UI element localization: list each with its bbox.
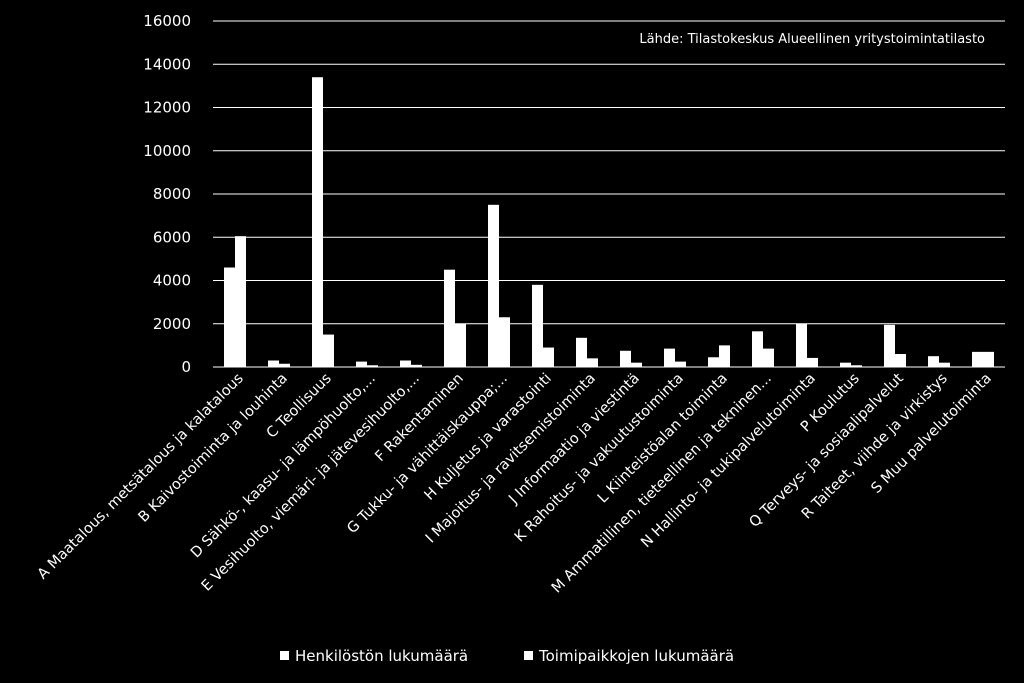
legend-label: Toimipaikkojen lukumäärä: [538, 647, 734, 665]
bar-henkilosto: [620, 350, 631, 367]
gridlines: [213, 20, 1005, 325]
legend-label: Henkilöstön lukumäärä: [295, 647, 468, 665]
bar-toimipaikat: [323, 334, 334, 367]
bar-henkilosto: [840, 362, 851, 367]
bar-toimipaikat: [807, 357, 818, 367]
bar-henkilosto: [708, 357, 719, 367]
bar-toimipaikat: [543, 347, 554, 367]
bar-toimipaikat: [235, 236, 246, 367]
bar-toimipaikat: [939, 362, 950, 367]
y-tick-label: 0: [181, 358, 191, 376]
bar-toimipaikat: [851, 365, 862, 367]
bar-henkilosto: [312, 77, 323, 367]
bar-toimipaikat: [895, 354, 906, 367]
bar-toimipaikat: [675, 361, 686, 367]
y-tick-label: 12000: [143, 99, 191, 117]
bar-henkilosto: [884, 324, 895, 367]
bar-toimipaikat: [983, 351, 994, 367]
bar-toimipaikat: [367, 365, 378, 367]
bar-henkilosto: [488, 204, 499, 367]
x-category-label: A Maatalous, metsätalous ja kalatalous: [35, 371, 247, 583]
bars: [224, 77, 994, 367]
bar-toimipaikat: [587, 358, 598, 367]
bar-henkilosto: [664, 348, 675, 367]
bar-toimipaikat: [455, 323, 466, 367]
bar-toimipaikat: [763, 348, 774, 367]
y-tick-label: 16000: [143, 12, 191, 30]
bar-toimipaikat: [499, 317, 510, 367]
source-annotation: Lähde: Tilastokeskus Alueellinen yrityst…: [639, 32, 985, 47]
bar-toimipaikat: [411, 364, 422, 367]
legend-swatch: [280, 651, 289, 660]
bar-henkilosto: [576, 337, 587, 367]
x-axis-category-labels: A Maatalous, metsätalous ja kalatalousB …: [35, 370, 995, 596]
y-tick-label: 6000: [153, 228, 191, 246]
bar-henkilosto: [356, 361, 367, 367]
x-category-label: G Tukku- ja vähittäiskauppa;...: [344, 371, 510, 537]
bar-toimipaikat: [719, 345, 730, 367]
bar-henkilosto: [444, 269, 455, 367]
y-tick-label: 14000: [143, 55, 191, 73]
bar-toimipaikat: [631, 362, 642, 367]
y-tick-label: 10000: [143, 142, 191, 160]
y-tick-label: 8000: [153, 185, 191, 203]
bar-henkilosto: [972, 351, 983, 367]
bar-henkilosto: [752, 331, 763, 367]
y-tick-label: 2000: [153, 315, 191, 333]
bar-henkilosto: [268, 360, 279, 367]
legend: Henkilöstön lukumäärä Toimipaikkojen luku…: [280, 647, 734, 665]
legend-swatch: [524, 651, 533, 660]
bar-henkilosto: [796, 323, 807, 367]
bar-henkilosto: [928, 356, 939, 367]
bar-toimipaikat: [279, 363, 290, 367]
bar-henkilosto: [400, 360, 411, 367]
bar-henkilosto: [532, 284, 543, 367]
y-axis-ticks: 0 2000 4000 6000 8000 10000 12000 14000 16000: [143, 12, 191, 376]
bar-henkilosto: [224, 267, 235, 367]
y-tick-label: 4000: [153, 272, 191, 290]
